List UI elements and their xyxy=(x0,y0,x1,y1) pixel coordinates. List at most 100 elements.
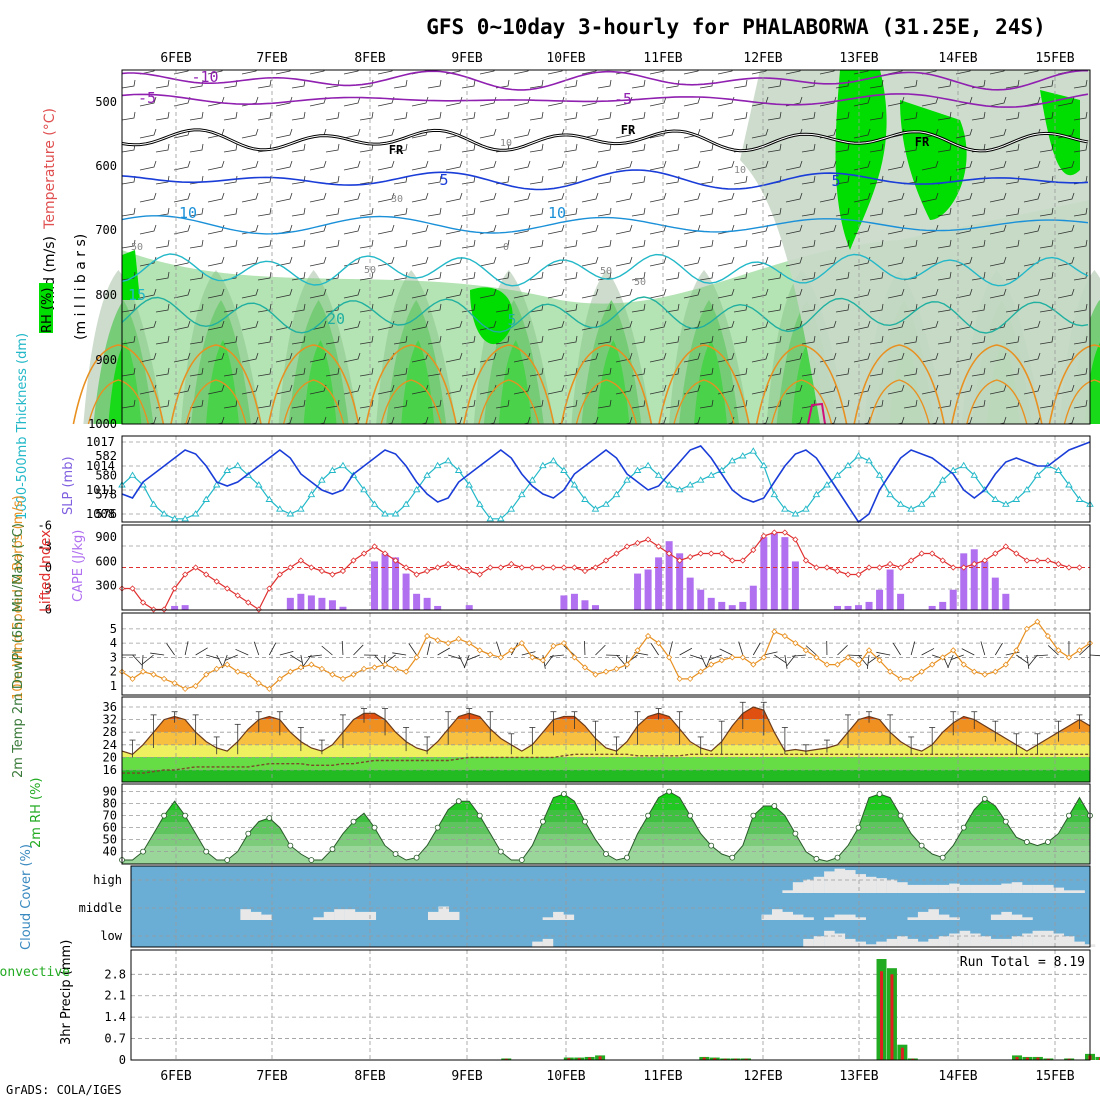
cape-bar xyxy=(886,569,894,610)
cloud-bar-low xyxy=(1011,936,1023,947)
rh-legend-swatch xyxy=(39,283,53,333)
precip-convective-bar xyxy=(713,1058,717,1060)
cape-bar xyxy=(307,595,315,610)
wind10m-point xyxy=(613,665,620,672)
cloud-bar-low xyxy=(1074,941,1085,947)
thickness-point xyxy=(644,461,652,469)
cape-bar xyxy=(318,597,326,610)
rh2m-point xyxy=(266,815,273,821)
contour-label: 20 xyxy=(327,310,345,328)
tick-label: 1017 xyxy=(86,435,115,449)
cloud-bar-middle xyxy=(563,914,575,920)
wind10m-point xyxy=(424,632,431,640)
contour-label: 15 xyxy=(128,286,146,304)
wind10m-point xyxy=(697,668,704,675)
precip-convective-bar xyxy=(880,971,884,1060)
bottom-date-label: 9FEB xyxy=(451,1069,482,1084)
wind10m-point xyxy=(834,661,841,668)
tick-label: 1.4 xyxy=(104,1010,126,1024)
wind10m-point xyxy=(708,661,715,668)
wind-barb xyxy=(847,654,863,657)
tick-label: 3 xyxy=(45,582,52,596)
wind-barb xyxy=(321,645,333,656)
bottom-date-label: 10FEB xyxy=(546,1069,585,1084)
lifted-index-point xyxy=(844,571,852,578)
thickness-point xyxy=(486,514,495,522)
contour-label: 50 xyxy=(364,265,376,276)
contour-label: 5 xyxy=(831,172,840,190)
wind10m-point xyxy=(771,628,778,635)
thickness-point xyxy=(549,456,558,464)
wind10m-point xyxy=(413,654,420,661)
wind10m-point xyxy=(403,668,410,675)
wind-barb xyxy=(290,654,303,663)
lifted-index-point xyxy=(855,571,862,578)
wind-barb xyxy=(910,641,916,656)
cape-bar xyxy=(960,553,968,610)
wind10m-point xyxy=(371,664,378,671)
thickness-point xyxy=(454,466,463,473)
dewpoint-series xyxy=(122,753,1090,774)
wind10m-point xyxy=(634,647,641,654)
wind10m-point xyxy=(434,637,441,644)
lifted-index-point xyxy=(550,564,557,571)
cloud-bar-low xyxy=(834,933,846,947)
wind10m-point xyxy=(950,647,957,654)
cape-bar xyxy=(402,573,410,610)
lifted-index-point xyxy=(518,564,525,571)
cape-bar xyxy=(297,593,305,610)
temperature-contours xyxy=(72,69,1100,425)
precip-convective-bar xyxy=(702,1057,706,1060)
wind10m-point xyxy=(666,654,673,661)
wind-barb xyxy=(947,654,954,669)
precip-convective-bar xyxy=(890,974,894,1060)
wind-barb xyxy=(708,654,722,661)
temperature-contour-warm xyxy=(560,344,653,425)
lifted-index-point xyxy=(613,550,620,557)
cape-bar xyxy=(833,605,841,610)
thickness-point xyxy=(928,490,936,498)
rh2m-point xyxy=(539,818,546,825)
thickness-point xyxy=(423,471,431,478)
temperature-contour xyxy=(121,69,1088,91)
thickness-point xyxy=(381,510,389,517)
thickness-point xyxy=(675,485,684,493)
wind10m-point xyxy=(1076,647,1083,654)
cloud-bar-high xyxy=(834,868,846,893)
wind10m-point xyxy=(560,640,567,647)
wind-barb xyxy=(738,641,744,656)
precip-axis: 2.8 2.1 1.4 0.7 0 xyxy=(104,967,126,1067)
lifted-index-point xyxy=(939,557,946,564)
wind-barb xyxy=(1033,654,1048,657)
rh2m-point xyxy=(371,824,378,831)
wind10m-point xyxy=(213,665,220,672)
cloud-bar-low xyxy=(532,941,543,947)
contour-label: 50 xyxy=(600,266,612,277)
contour-label: 30 xyxy=(391,194,403,205)
rh2m-point xyxy=(392,851,399,857)
wind-barb xyxy=(837,644,848,656)
rh2m-point xyxy=(203,848,210,855)
cape-axis-label: CAPE (J/kg) xyxy=(71,530,86,602)
rh2m-point xyxy=(308,857,315,863)
thickness-point xyxy=(149,500,158,507)
cloud-bar-low xyxy=(1001,938,1012,947)
wind10m-point xyxy=(203,671,210,678)
temperature-contour-warm xyxy=(380,379,442,425)
wind-barb xyxy=(392,652,407,656)
precip-convective-bar xyxy=(911,1058,915,1060)
precip-convective-bar xyxy=(1036,1057,1040,1060)
lifted-index-point xyxy=(403,564,410,571)
cloud-bar-middle xyxy=(1001,911,1012,920)
wind-barb xyxy=(625,654,628,669)
thickness-point xyxy=(475,500,484,507)
lifted-index-point xyxy=(771,529,778,536)
cape-bar xyxy=(676,553,684,610)
tick-label: 80 xyxy=(103,797,117,811)
tick-label: 32 xyxy=(103,713,117,727)
lifted-index-point xyxy=(413,571,420,578)
wind10m-point xyxy=(255,680,262,687)
precip-convective-bar xyxy=(588,1057,592,1060)
wind-barb xyxy=(384,654,396,664)
